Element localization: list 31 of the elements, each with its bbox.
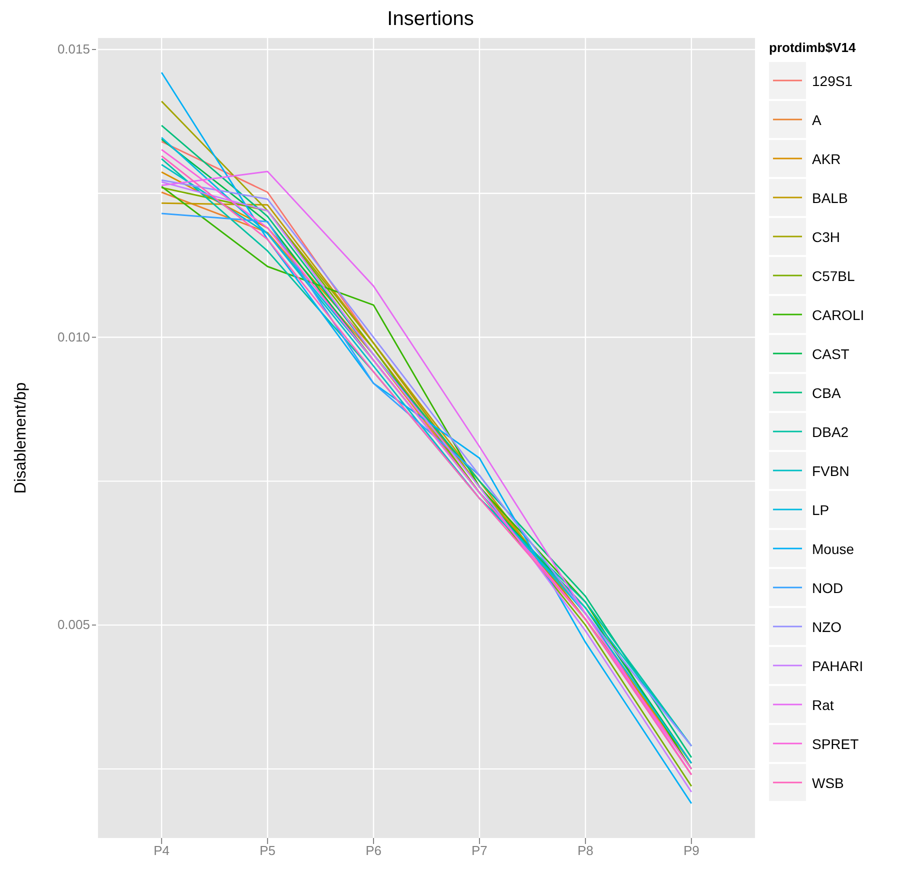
legend-label: FVBN bbox=[812, 462, 850, 478]
legend-title: protdimb$V14 bbox=[769, 40, 857, 55]
x-tick-label: P6 bbox=[366, 843, 382, 858]
legend-label: NZO bbox=[812, 618, 842, 634]
legend-label: C3H bbox=[812, 228, 840, 244]
legend-label: CAROLI bbox=[812, 306, 864, 322]
legend-label: NOD bbox=[812, 580, 844, 596]
legend-label: 129S1 bbox=[812, 72, 852, 88]
legend-label: WSB bbox=[812, 774, 844, 790]
x-tick-label: P5 bbox=[260, 843, 276, 858]
chart-title: Insertions bbox=[386, 8, 475, 32]
y-axis-title: Disablement/bp bbox=[12, 382, 30, 494]
legend-label: Rat bbox=[812, 696, 834, 712]
legend-label: C57BL bbox=[812, 268, 855, 284]
x-tick-label: P4 bbox=[154, 843, 170, 858]
legend-label: BALB bbox=[812, 190, 848, 206]
legend-label: DBA2 bbox=[812, 424, 849, 440]
x-tick-label: P8 bbox=[578, 843, 594, 858]
legend-label: SPRET bbox=[812, 736, 859, 752]
legend-label: CBA bbox=[812, 384, 841, 400]
legend-label: Mouse bbox=[812, 540, 854, 556]
legend-label: PAHARI bbox=[812, 658, 864, 674]
legend-label: A bbox=[812, 112, 822, 128]
legend-label: AKR bbox=[812, 150, 841, 166]
x-tick-label: P7 bbox=[472, 843, 488, 858]
legend-label: LP bbox=[812, 502, 830, 518]
y-tick-label: 0.010 bbox=[57, 329, 90, 344]
legend-label: CAST bbox=[812, 346, 850, 362]
y-tick-label: 0.005 bbox=[57, 617, 90, 632]
y-tick-label: 0.015 bbox=[57, 42, 90, 57]
x-tick-label: P9 bbox=[683, 843, 700, 858]
